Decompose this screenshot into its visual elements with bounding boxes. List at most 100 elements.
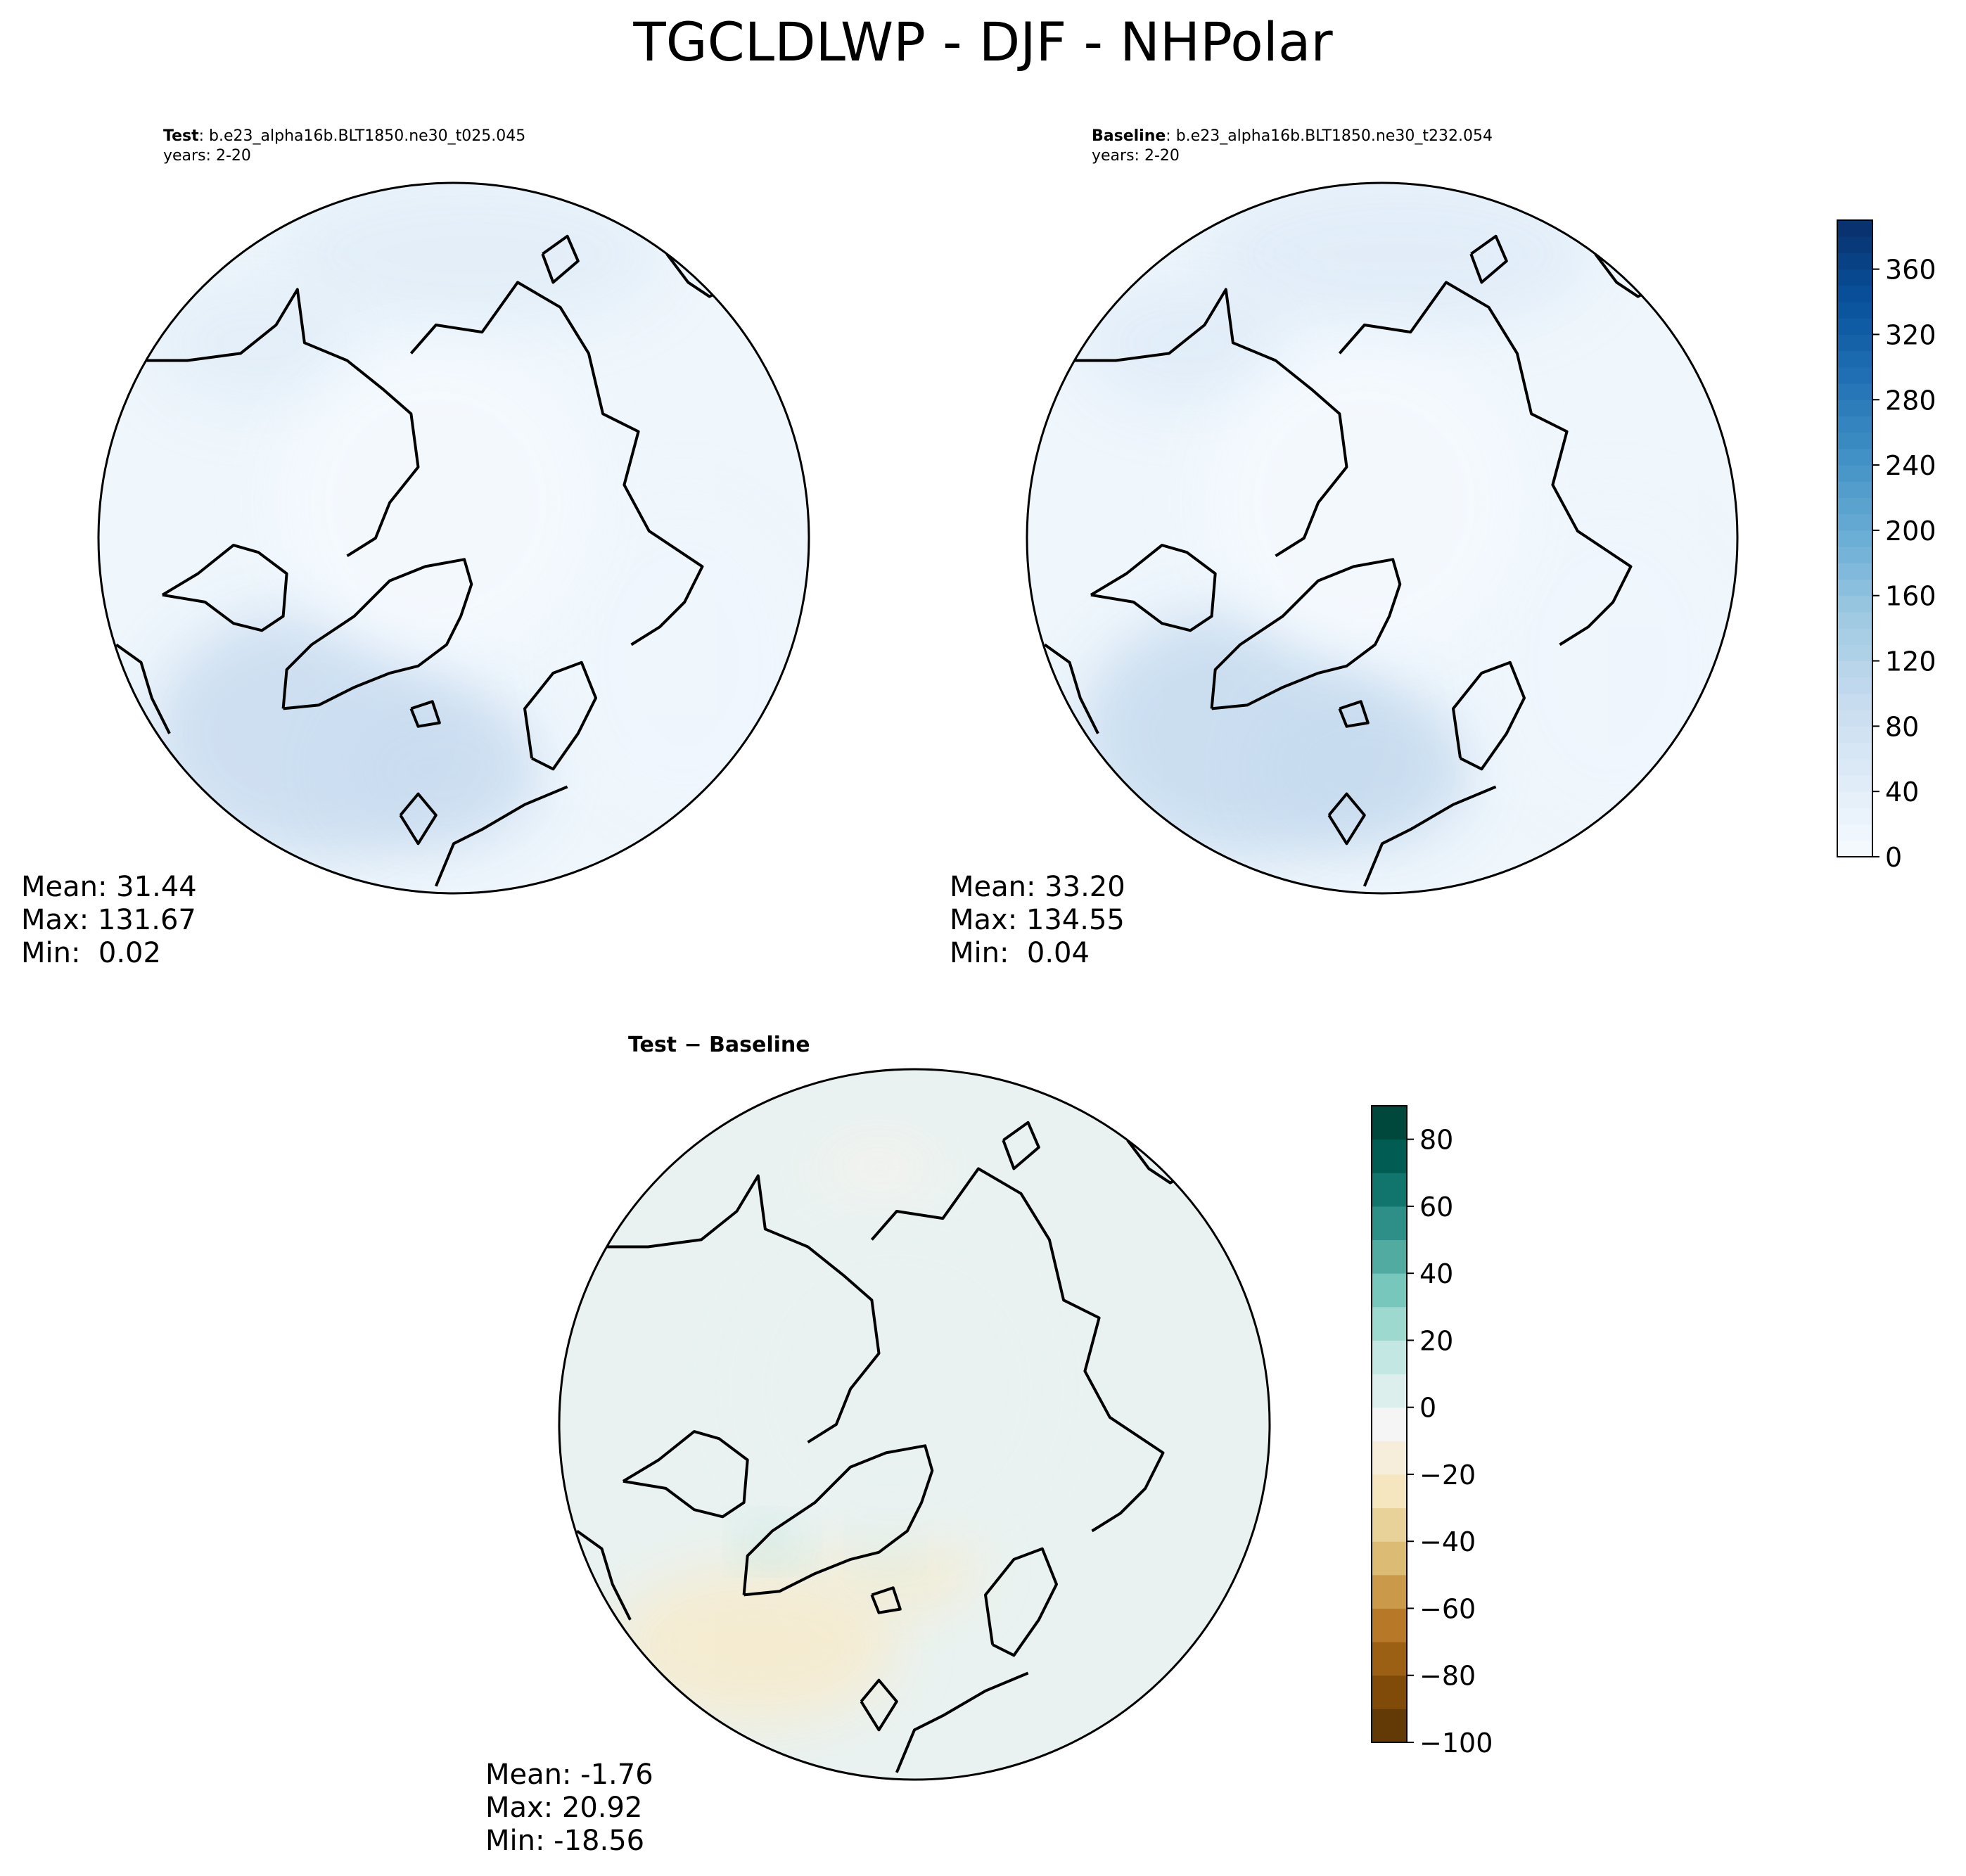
test-years: years: 2-20 bbox=[163, 147, 251, 165]
baseline-field-blob bbox=[1080, 279, 1294, 407]
baseline-case-name: : b.e23_alpha16b.BLT1850.ne30_t232.054 bbox=[1166, 127, 1493, 145]
colorbar-level bbox=[1837, 481, 1872, 498]
coastline bbox=[594, 1174, 881, 1443]
colorbar-tick-label: −80 bbox=[1419, 1661, 1476, 1692]
baseline-mean: Mean: 33.20 bbox=[950, 871, 1125, 903]
colorbar-level bbox=[1372, 1206, 1407, 1241]
colorbar-level bbox=[1837, 513, 1872, 531]
colorbar-level bbox=[1837, 758, 1872, 776]
colorbar-tick-label: 360 bbox=[1885, 255, 1936, 286]
colorbar-level bbox=[1372, 1474, 1407, 1509]
diff-field-blob bbox=[736, 1229, 1057, 1549]
test-mean: Mean: 31.44 bbox=[21, 871, 197, 903]
diff-field-blob bbox=[612, 1566, 897, 1723]
colorbar-level bbox=[1372, 1407, 1407, 1441]
coastline bbox=[399, 792, 438, 846]
colorbar-level bbox=[1837, 824, 1872, 841]
colorbar-level bbox=[1372, 1306, 1407, 1341]
colorbar-level bbox=[1372, 1139, 1407, 1173]
colorbar-tick-label: 0 bbox=[1885, 842, 1902, 873]
colorbar-level bbox=[1837, 318, 1872, 335]
colorbar-tick-label: 20 bbox=[1419, 1325, 1453, 1356]
coastline bbox=[1469, 234, 1508, 284]
colorbar-tick-label: 200 bbox=[1885, 516, 1936, 547]
colorbar-level bbox=[1372, 1106, 1407, 1140]
colorbar-level bbox=[1837, 644, 1872, 662]
baseline-field-blob bbox=[1204, 183, 1595, 333]
colorbar-level bbox=[1837, 808, 1872, 825]
colorbar-level bbox=[1372, 1507, 1407, 1542]
diff-field bbox=[559, 1069, 1270, 1780]
colorbar-frame bbox=[1837, 219, 1873, 857]
baseline-stats: Mean: 33.20 Max: 134.55 Min: 0.04 bbox=[950, 871, 1125, 970]
baseline-field-blob bbox=[1204, 343, 1524, 663]
diff-map-boundary bbox=[558, 1068, 1271, 1781]
colorbar-level bbox=[1837, 579, 1872, 596]
test-field-blob bbox=[151, 279, 365, 407]
coastline bbox=[541, 234, 580, 284]
colorbar-level bbox=[1837, 840, 1872, 857]
colorbar-tick-label: −20 bbox=[1419, 1460, 1476, 1491]
test-panel-header: Test: b.e23_alpha16b.BLT1850.ne30_t025.0… bbox=[163, 127, 525, 166]
colorbar-tick-label: 0 bbox=[1419, 1393, 1436, 1424]
baseline-min: Min: 0.04 bbox=[950, 937, 1090, 969]
colorbar-level bbox=[1837, 350, 1872, 368]
colorbar-level bbox=[1837, 220, 1872, 237]
colorbar-level bbox=[1837, 400, 1872, 416]
coastline bbox=[870, 1586, 902, 1614]
colorbar-diff: −100 −80 −60 −40 −20 0 20 40 60 80 bbox=[1371, 1105, 1493, 1759]
colorbar-tick-label: 240 bbox=[1885, 450, 1936, 481]
baseline-map-boundary bbox=[1026, 181, 1739, 895]
colorbar-level bbox=[1837, 547, 1872, 563]
coastline bbox=[134, 288, 420, 557]
colorbar-level bbox=[1837, 253, 1872, 270]
colorbar-level bbox=[1372, 1441, 1407, 1475]
coastline bbox=[1338, 281, 1633, 646]
colorbar-level bbox=[1837, 595, 1872, 613]
coastline bbox=[984, 1547, 1058, 1657]
colorbar-tick-label: −100 bbox=[1419, 1728, 1493, 1759]
colorbar-level bbox=[1837, 236, 1872, 253]
map-diff bbox=[558, 1068, 1271, 1781]
coastline bbox=[523, 661, 597, 771]
diff-stats: Mean: -1.76 Max: 20.92 Min: -18.56 bbox=[485, 1759, 653, 1858]
colorbar-level bbox=[1837, 742, 1872, 760]
diff-min: Min: -18.56 bbox=[485, 1825, 645, 1857]
coastline bbox=[1452, 661, 1526, 771]
colorbar-level bbox=[1372, 1709, 1407, 1743]
colorbar-tick-label: 320 bbox=[1885, 319, 1936, 350]
test-field bbox=[98, 183, 809, 893]
colorbar-level bbox=[1837, 465, 1872, 482]
colorbar-level bbox=[1837, 677, 1872, 694]
colorbar-level bbox=[1837, 774, 1872, 792]
test-map-boundary bbox=[97, 181, 810, 895]
coastline bbox=[1062, 288, 1348, 557]
test-coastlines bbox=[115, 234, 757, 887]
colorbar-level bbox=[1372, 1642, 1407, 1676]
colorbar-level bbox=[1837, 269, 1872, 286]
baseline-panel-header: Baseline: b.e23_alpha16b.BLT1850.ne30_t2… bbox=[1092, 127, 1493, 166]
colorbar-level bbox=[1837, 448, 1872, 466]
coastline bbox=[1338, 700, 1370, 728]
colorbar-tick-label: −40 bbox=[1419, 1526, 1476, 1557]
coastline bbox=[622, 1430, 749, 1519]
colorbar-level bbox=[1837, 366, 1872, 384]
coastline bbox=[742, 1444, 934, 1597]
test-stats: Mean: 31.44 Max: 131.67 Min: 0.02 bbox=[21, 871, 197, 970]
colorbar-tick-label: 60 bbox=[1419, 1192, 1453, 1223]
diff-panel-title: Test − Baseline bbox=[628, 1033, 810, 1057]
diff-mean: Mean: -1.76 bbox=[485, 1759, 653, 1791]
coastline bbox=[434, 785, 568, 887]
colorbar-level bbox=[1837, 611, 1872, 629]
baseline-field-blob bbox=[1488, 502, 1737, 822]
coastline bbox=[281, 558, 473, 710]
colorbar-level bbox=[1372, 1173, 1407, 1207]
baseline-max: Max: 134.55 bbox=[950, 904, 1125, 936]
test-label-bold: Test bbox=[163, 127, 199, 145]
colorbar-level bbox=[1372, 1273, 1407, 1308]
colorbar-level bbox=[1837, 628, 1872, 645]
colorbar-level bbox=[1837, 302, 1872, 319]
coastline bbox=[1210, 558, 1402, 710]
map-baseline bbox=[1026, 181, 1739, 895]
